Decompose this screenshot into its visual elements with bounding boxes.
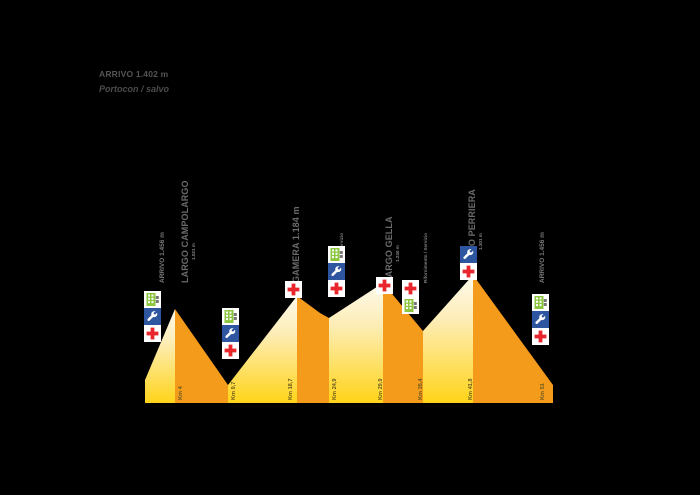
medical-service-icon bbox=[328, 280, 345, 297]
service-icons-km41-8 bbox=[460, 246, 477, 280]
peak-label-5: Rifornimento / Servizio bbox=[423, 232, 428, 283]
medical-service-icon bbox=[222, 342, 239, 359]
peak-altitude-1: 1.021 m bbox=[191, 243, 196, 260]
mechanical-service-icon bbox=[532, 311, 549, 328]
medical-service-icon bbox=[402, 280, 419, 297]
mechanical-service-icon bbox=[144, 308, 161, 325]
medical-service-icon bbox=[532, 328, 549, 345]
km-tick-5: Km 35,4 bbox=[418, 378, 424, 400]
service-icons-km24-9-feed bbox=[328, 246, 345, 263]
feed-zone-icon bbox=[402, 297, 419, 314]
medical-service-icon bbox=[144, 325, 161, 342]
segment-ascent-4 bbox=[423, 275, 473, 403]
peak-label-0: ARRIVO 1.456 m bbox=[159, 232, 166, 283]
peak-altitude-4: 1.240 m bbox=[395, 245, 400, 262]
medical-service-icon bbox=[285, 281, 302, 298]
mechanical-service-icon bbox=[222, 325, 239, 342]
segment-ascent-1 bbox=[145, 309, 175, 403]
mechanical-service-icon bbox=[328, 263, 345, 280]
service-icons-km35-4 bbox=[402, 280, 419, 314]
service-icons-km29-9 bbox=[376, 277, 393, 294]
service-icons-km4 bbox=[144, 291, 161, 342]
km-tick-0: Km 4 bbox=[178, 386, 184, 400]
medical-service-icon bbox=[460, 263, 477, 280]
segment-descent-4 bbox=[473, 275, 553, 403]
mechanical-service-icon bbox=[460, 246, 477, 263]
peak-altitude-6: 1.301 m bbox=[478, 233, 483, 250]
segment-descent-2 bbox=[297, 296, 329, 403]
segment-descent-1 bbox=[175, 309, 228, 403]
page-title: ARRIVO 1.402 m bbox=[99, 69, 169, 79]
service-icons-km24-9 bbox=[328, 263, 345, 297]
peak-label-4: LARGO GELLA bbox=[384, 216, 394, 283]
page-subtitle: Portocon / salvo bbox=[99, 84, 170, 94]
km-tick-1: Km 9,7 bbox=[231, 381, 237, 400]
feed-zone-icon bbox=[532, 294, 549, 311]
km-tick-4: Km 29,9 bbox=[378, 378, 384, 400]
segment-ascent-2 bbox=[228, 296, 297, 403]
service-icons-km18-7 bbox=[285, 281, 302, 298]
km-tick-3: Km 24,9 bbox=[332, 378, 338, 400]
km-tick-7: Km 51 bbox=[540, 383, 546, 400]
segment-descent-3 bbox=[383, 283, 423, 403]
service-icons-km9-7 bbox=[222, 308, 239, 359]
header-block: ARRIVO 1.402 m Portocon / salvo bbox=[99, 68, 169, 96]
peak-label-7: ARRIVO 1.456 m bbox=[539, 232, 546, 283]
feed-zone-icon bbox=[328, 246, 345, 263]
feed-zone-icon bbox=[222, 308, 239, 325]
km-tick-2: Km 18,7 bbox=[288, 378, 294, 400]
service-icons-km51 bbox=[532, 294, 549, 345]
km-tick-6: Km 41,8 bbox=[468, 378, 474, 400]
peak-label-2: GAMERA 1.184 m bbox=[291, 206, 301, 283]
medical-service-icon bbox=[376, 277, 393, 294]
peak-label-1: LARGO CAMPOLARGO bbox=[180, 180, 190, 283]
segment-ascent-3 bbox=[329, 283, 383, 403]
feed-zone-icon bbox=[144, 291, 161, 308]
